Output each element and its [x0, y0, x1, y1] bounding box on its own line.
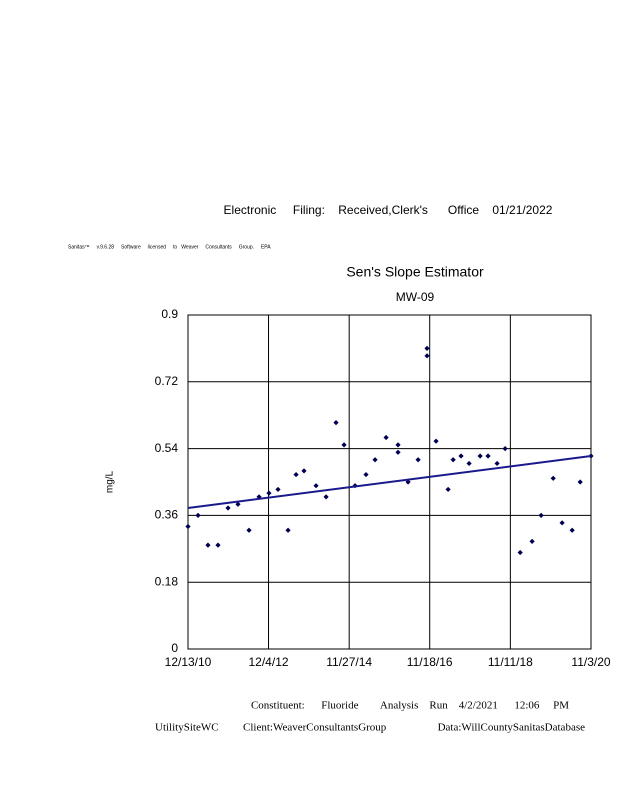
- data-point: [517, 549, 523, 556]
- data-point: [246, 527, 252, 533]
- data-point: [293, 471, 299, 478]
- data-point: [323, 494, 329, 500]
- license-text: Sanitas™ v.9.6.28 Software licensed to W…: [68, 244, 271, 250]
- data-point: [538, 512, 544, 518]
- data-point: [266, 490, 272, 496]
- data-point: [577, 479, 583, 485]
- data-point: [363, 471, 369, 478]
- data-point: [313, 483, 319, 489]
- data-point: [569, 527, 575, 533]
- data-point: [494, 460, 500, 467]
- data-point: [275, 486, 281, 493]
- data-point: [424, 345, 430, 351]
- x-tick-label: 11/11/18: [488, 655, 533, 669]
- y-axis-label: mg/L: [105, 470, 116, 493]
- data-point: [225, 505, 231, 511]
- trend-line: [187, 455, 592, 509]
- data-point: [285, 527, 291, 533]
- data-point: [550, 475, 556, 481]
- plot-frame: [187, 314, 592, 650]
- data-point: [341, 442, 347, 448]
- data-point: [395, 442, 401, 448]
- data-point: [485, 453, 491, 459]
- data-point: [559, 520, 565, 526]
- data-point: [235, 501, 241, 507]
- filing-header: Electronic Filing: Received,Clerk's Offi…: [224, 203, 553, 217]
- chart-title: Sen's Slope Estimator: [346, 264, 484, 280]
- data-point: [395, 449, 401, 455]
- x-tick-label: 12/13/10: [165, 655, 212, 669]
- data-point: [333, 420, 339, 426]
- y-tick-label: 0.36: [155, 508, 179, 522]
- data-point: [502, 446, 508, 452]
- data-point: [424, 353, 430, 359]
- data-point: [256, 494, 262, 500]
- data-point: [415, 457, 421, 463]
- x-tick-label: 11/18/16: [407, 655, 453, 669]
- footer-client: Client:WeaverConsultantsGroup: [243, 722, 387, 734]
- x-tick-label: 12/4/12: [249, 655, 289, 669]
- x-tick-label: 11/3/20: [571, 655, 610, 669]
- data-point: [372, 457, 378, 463]
- chart-subtitle: MW-09: [396, 290, 435, 304]
- y-tick-label: 0.18: [155, 574, 179, 588]
- data-point: [301, 468, 307, 474]
- footer-site: UtilitySiteWC: [155, 722, 219, 734]
- data-point: [195, 512, 201, 518]
- data-point: [433, 438, 439, 444]
- data-point: [529, 538, 535, 544]
- y-tick-label: 0: [171, 641, 178, 655]
- data-point: [383, 434, 389, 441]
- data-point: [477, 453, 483, 459]
- y-tick-label: 0.54: [155, 441, 179, 455]
- data-point: [205, 542, 211, 548]
- footer-run: Constituent: Fluoride Analysis Run 4/2/2…: [251, 700, 569, 712]
- y-tick-label: 0.72: [155, 374, 179, 388]
- data-point: [185, 523, 191, 530]
- data-point: [215, 542, 221, 548]
- data-point: [450, 457, 456, 463]
- data-point: [466, 460, 472, 467]
- x-tick-label: 11/27/14: [326, 655, 372, 669]
- data-point: [445, 486, 451, 493]
- y-tick-label: 0.9: [161, 307, 178, 321]
- footer-database: Data:WillCountySanitasDatabase: [438, 722, 586, 734]
- data-point: [458, 453, 464, 459]
